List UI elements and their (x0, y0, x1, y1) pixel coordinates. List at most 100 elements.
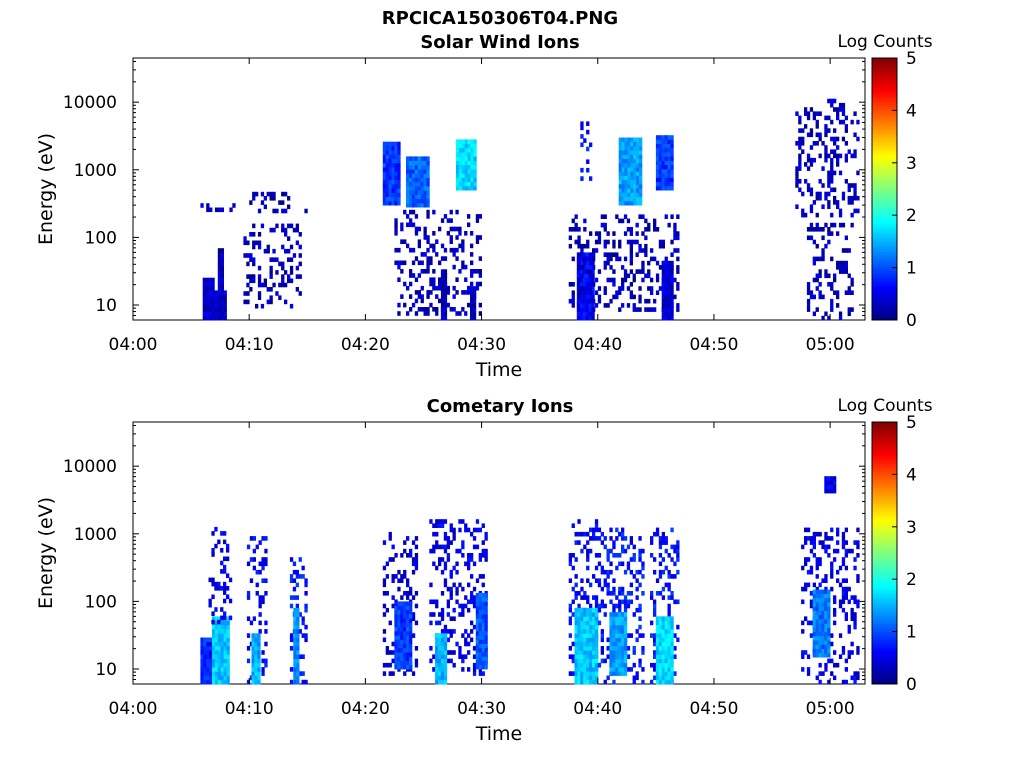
heatmap-cell (804, 536, 808, 541)
heatmap-cell (571, 641, 575, 647)
heatmap-cell (461, 160, 466, 166)
heatmap-cell (296, 612, 300, 617)
heatmap-cell (403, 591, 407, 596)
heatmap-cell (836, 527, 840, 533)
heatmap-cell (818, 256, 822, 262)
heatmap-cell (629, 290, 633, 295)
heatmap-cell (632, 277, 636, 283)
heatmap-cell (844, 235, 848, 241)
heatmap-cell (841, 191, 846, 197)
heatmap-cell (397, 150, 401, 155)
heatmap-cell (417, 226, 421, 232)
heatmap-cell (406, 173, 410, 178)
heatmap-cell (287, 274, 291, 279)
heatmap-cell (618, 654, 622, 659)
heatmap-cell (272, 208, 276, 214)
colorbar-segment (872, 678, 897, 682)
heatmap-cell (612, 641, 616, 647)
colorbar-segment (872, 458, 897, 462)
heatmap-cell (223, 633, 227, 638)
heatmap-cell (664, 181, 668, 187)
heatmap-cell (615, 624, 619, 630)
heatmap-cell (574, 222, 578, 228)
heatmap-cell (417, 194, 421, 200)
heatmap-cell (658, 164, 663, 170)
heatmap-cell (304, 633, 308, 638)
heatmap-cell (841, 679, 846, 685)
heatmap-cell (391, 184, 395, 189)
heatmap-cell (304, 591, 308, 596)
heatmap-cell (830, 170, 834, 176)
heatmap-cell (403, 302, 407, 308)
heatmap-cell (257, 244, 262, 250)
heatmap-cell (289, 265, 294, 271)
heatmap-cell (249, 641, 254, 647)
heatmap-cell (615, 252, 619, 257)
colorbar-segment (872, 511, 897, 515)
heatmap-cell (629, 582, 633, 588)
colorbar-segment (872, 505, 897, 509)
heatmap-cell (594, 553, 599, 558)
heatmap-cell (827, 589, 831, 595)
heatmap-cell (406, 601, 410, 606)
heatmap-cell (641, 214, 645, 219)
heatmap-cell (400, 260, 404, 266)
heatmap-cell (830, 536, 834, 541)
heatmap-cell (821, 593, 825, 599)
heatmap-cell (298, 654, 302, 659)
heatmap-cell (827, 239, 831, 245)
heatmap-cell (304, 679, 308, 685)
heatmap-cell (641, 561, 645, 567)
heatmap-cell (281, 282, 285, 288)
heatmap-cell (824, 149, 828, 154)
heatmap-cell (251, 679, 255, 685)
heatmap-cell (856, 603, 860, 609)
heatmap-cell (821, 627, 825, 633)
heatmap-cell (438, 557, 442, 562)
heatmap-cell (624, 146, 628, 151)
heatmap-cell (583, 256, 587, 262)
heatmap-cell (246, 591, 251, 596)
heatmap-cell (382, 629, 387, 634)
heatmap-cell (856, 195, 860, 201)
heatmap-cell (815, 623, 819, 628)
heatmap-cell (452, 252, 456, 257)
heatmap-cell (623, 599, 628, 605)
heatmap-cell (579, 260, 584, 266)
heatmap-cell (585, 303, 589, 308)
heatmap-cell (618, 646, 622, 651)
heatmap-cell (815, 286, 819, 291)
heatmap-cell (458, 143, 463, 149)
heatmap-cell (568, 282, 572, 287)
heatmap-cell (809, 294, 814, 300)
heatmap-cell (586, 595, 590, 600)
heatmap-cell (420, 156, 424, 161)
heatmap-cell (809, 235, 814, 241)
heatmap-cell (426, 247, 430, 253)
colorbar-segment (872, 233, 897, 237)
heatmap-cell (400, 643, 404, 649)
heatmap-cell (400, 553, 404, 558)
heatmap-cell (385, 171, 389, 176)
heatmap-cell (615, 294, 619, 300)
heatmap-cell (452, 582, 456, 588)
heatmap-cell (203, 662, 207, 668)
heatmap-cell (667, 553, 671, 558)
heatmap-cell (429, 281, 433, 287)
heatmap-cell (629, 256, 633, 262)
heatmap-cell (670, 658, 674, 664)
heatmap-cell (484, 536, 488, 541)
heatmap-cell (841, 536, 846, 541)
heatmap-cell (592, 667, 596, 672)
heatmap-cell (223, 315, 227, 321)
heatmap-cell (801, 212, 805, 218)
heatmap-cell (414, 164, 419, 170)
heatmap-cell (403, 660, 407, 666)
heatmap-cell (423, 169, 427, 174)
heatmap-cell (269, 299, 273, 305)
heatmap-cell (452, 307, 456, 312)
heatmap-cell (382, 578, 387, 583)
heatmap-cell (220, 298, 224, 304)
heatmap-cell (827, 183, 831, 188)
heatmap-cell (406, 660, 410, 666)
